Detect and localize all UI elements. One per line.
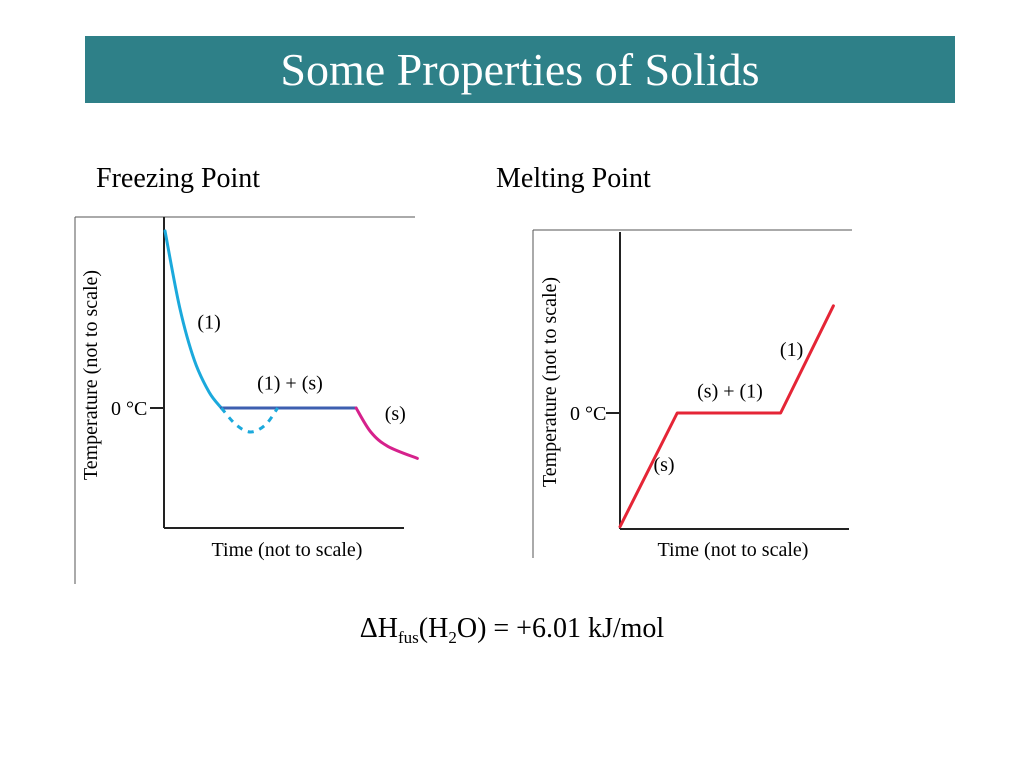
melting-annotation-2: (1) [780,339,803,361]
melting-annotation-0: (s) + (1) [697,381,763,403]
melting-y-axis-label: Temperature (not to scale) [539,277,561,487]
melting-point-heading: Melting Point [496,163,651,194]
formula-delta-h: ΔH [359,613,399,644]
freezing-y-axis-label: Temperature (not to scale) [80,270,102,480]
freezing-annotation-2: (s) [385,403,406,425]
melting-x-axis-label: Time (not to scale) [658,539,809,561]
formula-subscript-fus: fus [398,628,419,647]
freezing-point-heading: Freezing Point [96,163,261,194]
freezing-zero-tick-label: 0 °C [111,398,147,420]
melting-zero-tick-label: 0 °C [570,403,606,425]
freezing-x-axis-label: Time (not to scale) [212,539,363,561]
freezing-annotation-0: (1) [197,312,220,334]
melting-annotation-1: (s) [653,454,674,476]
formula-rest: O) = +6.01 kJ/mol [456,613,665,644]
title-banner: Some Properties of Solids [85,36,955,103]
formula-subscript-2: 2 [448,628,457,647]
enthalpy-of-fusion-formula: ΔHfus(H2O) = +6.01 kJ/mol [0,613,1024,647]
melting-series-0-line [618,304,835,529]
freezing-series-2-line [220,407,279,434]
formula-open: (H [418,613,449,644]
freezing-series-0-line [163,229,223,410]
slide-title: Some Properties of Solids [280,43,760,95]
freezing-annotation-1: (1) + (s) [257,373,323,395]
freezing-series-3-line [354,406,419,460]
